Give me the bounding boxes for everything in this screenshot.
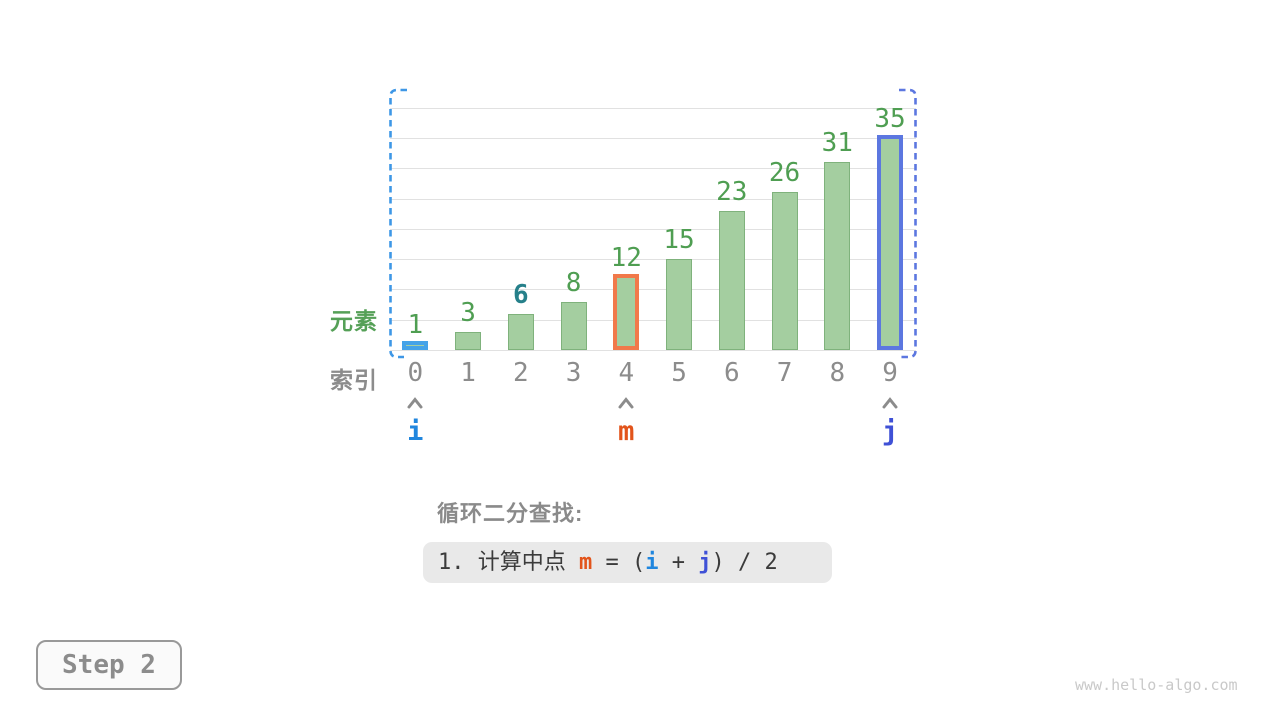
pointer-caret-icon-j [881, 396, 899, 415]
gridline-10 [390, 289, 916, 291]
caption-title: 循环二分查找: [437, 501, 584, 526]
value-label-6-target: 6 [512, 279, 529, 310]
element-axis-label: 元素 [330, 308, 378, 334]
index-axis-label: 索引 [330, 367, 378, 393]
gridline-30 [390, 168, 916, 170]
formula-segment-3: i [645, 550, 659, 575]
gridline-15 [390, 259, 916, 261]
index-label-0: 0 [407, 358, 424, 388]
formula-segment-1: m [578, 550, 593, 575]
bar-index-7 [771, 192, 798, 350]
gridline-0 [390, 350, 916, 351]
bar-index-6 [718, 210, 745, 350]
index-label-5: 5 [671, 358, 687, 388]
bar-index-1 [455, 331, 482, 350]
step-indicator: Step 2 [36, 640, 182, 690]
index-label-2: 2 [512, 358, 529, 388]
bar-index-9-j [877, 134, 904, 350]
formula-segment-2: = ( [592, 550, 646, 575]
watermark: www.hello-algo.com [1075, 676, 1238, 694]
bar-index-8 [824, 162, 851, 350]
gridline-35 [390, 137, 916, 139]
index-label-3: 3 [565, 358, 582, 388]
gridline-5 [390, 319, 916, 321]
formula-step-box: 1. 计算中点 m = (i + j) / 2 [423, 542, 832, 583]
value-label-31: 31 [821, 128, 853, 159]
formula-segment-0: 1. 计算中点 [438, 550, 579, 575]
index-label-9: 9 [882, 358, 898, 388]
gridline-25 [390, 198, 916, 200]
bar-index-2 [507, 313, 534, 350]
index-label-8: 8 [829, 358, 846, 388]
value-label-12: 12 [610, 243, 642, 274]
gridline-20 [390, 228, 916, 230]
formula-segment-6: ) / 2 [711, 550, 778, 575]
bar-index-5 [666, 259, 693, 350]
search-range-brackets [389, 88, 917, 359]
formula-segment-4: + [658, 550, 699, 575]
index-label-4: 4 [618, 358, 635, 388]
index-label-7: 7 [776, 358, 793, 388]
value-label-26: 26 [768, 158, 801, 189]
bar-index-3 [560, 301, 587, 350]
bar-index-0-i [402, 340, 429, 350]
value-label-35: 35 [874, 103, 906, 134]
index-label-1: 1 [460, 358, 476, 388]
pointer-label-i: i [407, 416, 424, 447]
value-label-1: 1 [407, 309, 424, 340]
step-label: Step 2 [62, 650, 156, 680]
value-label-15: 15 [663, 225, 695, 256]
gridline-40 [390, 107, 916, 109]
value-label-8: 8 [565, 267, 582, 298]
bar-index-4-m [613, 274, 640, 350]
value-label-23: 23 [716, 176, 748, 207]
formula-segment-5: j [698, 550, 712, 575]
value-label-3: 3 [460, 297, 476, 328]
pointer-label-m: m [618, 416, 635, 447]
pointer-caret-icon-m [617, 396, 635, 415]
pointer-caret-icon-i [406, 396, 424, 415]
index-label-6: 6 [723, 358, 740, 388]
pointer-label-j: j [881, 416, 899, 447]
